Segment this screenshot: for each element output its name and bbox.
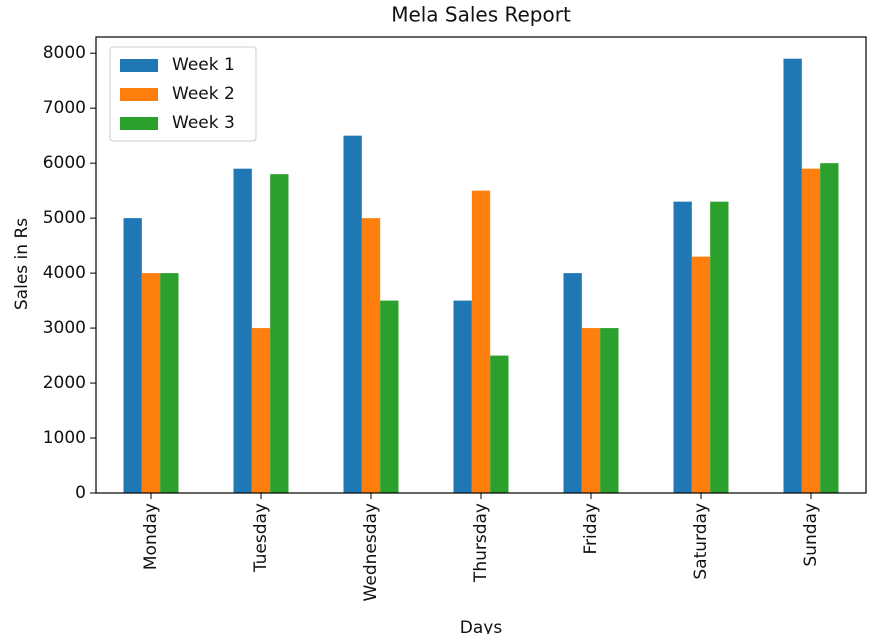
bar [141, 273, 161, 493]
x-tick-label: Monday [141, 503, 161, 570]
x-tick-label: Saturday [691, 503, 711, 580]
bar [123, 218, 142, 493]
bar [270, 174, 289, 493]
bar [563, 273, 582, 493]
y-axis-label: Sales in Rs [12, 218, 32, 310]
y-tick-label: 4000 [43, 263, 86, 283]
bar [801, 168, 821, 493]
y-tick-label: 6000 [43, 153, 86, 173]
bar [361, 218, 381, 493]
bar [710, 201, 729, 493]
bar [490, 355, 509, 493]
legend-label: Week 3 [172, 113, 235, 133]
y-tick-label: 0 [75, 483, 86, 503]
legend-label: Week 2 [172, 84, 235, 104]
legend-swatch [120, 59, 158, 72]
bar [160, 273, 179, 493]
bar [453, 300, 472, 493]
bar [251, 328, 271, 493]
y-tick-label: 7000 [43, 98, 86, 118]
y-tick-label: 5000 [43, 208, 86, 228]
x-tick-label: Wednesday [361, 503, 381, 601]
bar [233, 168, 252, 493]
y-tick-label: 2000 [43, 373, 86, 393]
bar [380, 300, 399, 493]
bar [783, 58, 802, 493]
bar [820, 163, 839, 493]
x-tick-label: Friday [581, 503, 601, 555]
y-tick-label: 3000 [43, 318, 86, 338]
bar [471, 190, 491, 494]
legend-swatch [120, 88, 158, 101]
x-tick-label: Thursday [471, 503, 491, 583]
bar [600, 328, 619, 493]
plot-frame [95, 36, 867, 494]
y-tick-label: 1000 [43, 428, 86, 448]
bar [691, 256, 711, 493]
y-tick-label: 8000 [43, 43, 86, 63]
x-axis-label: Days [460, 618, 503, 634]
x-tick-label: Tuesday [251, 503, 271, 573]
bar [581, 328, 601, 493]
legend-label: Week 1 [172, 55, 235, 75]
legend-swatch [120, 117, 158, 130]
bar [673, 201, 692, 493]
bar [343, 135, 362, 493]
chart-title: Mela Sales Report [391, 3, 571, 27]
x-tick-label: Sunday [801, 503, 821, 567]
